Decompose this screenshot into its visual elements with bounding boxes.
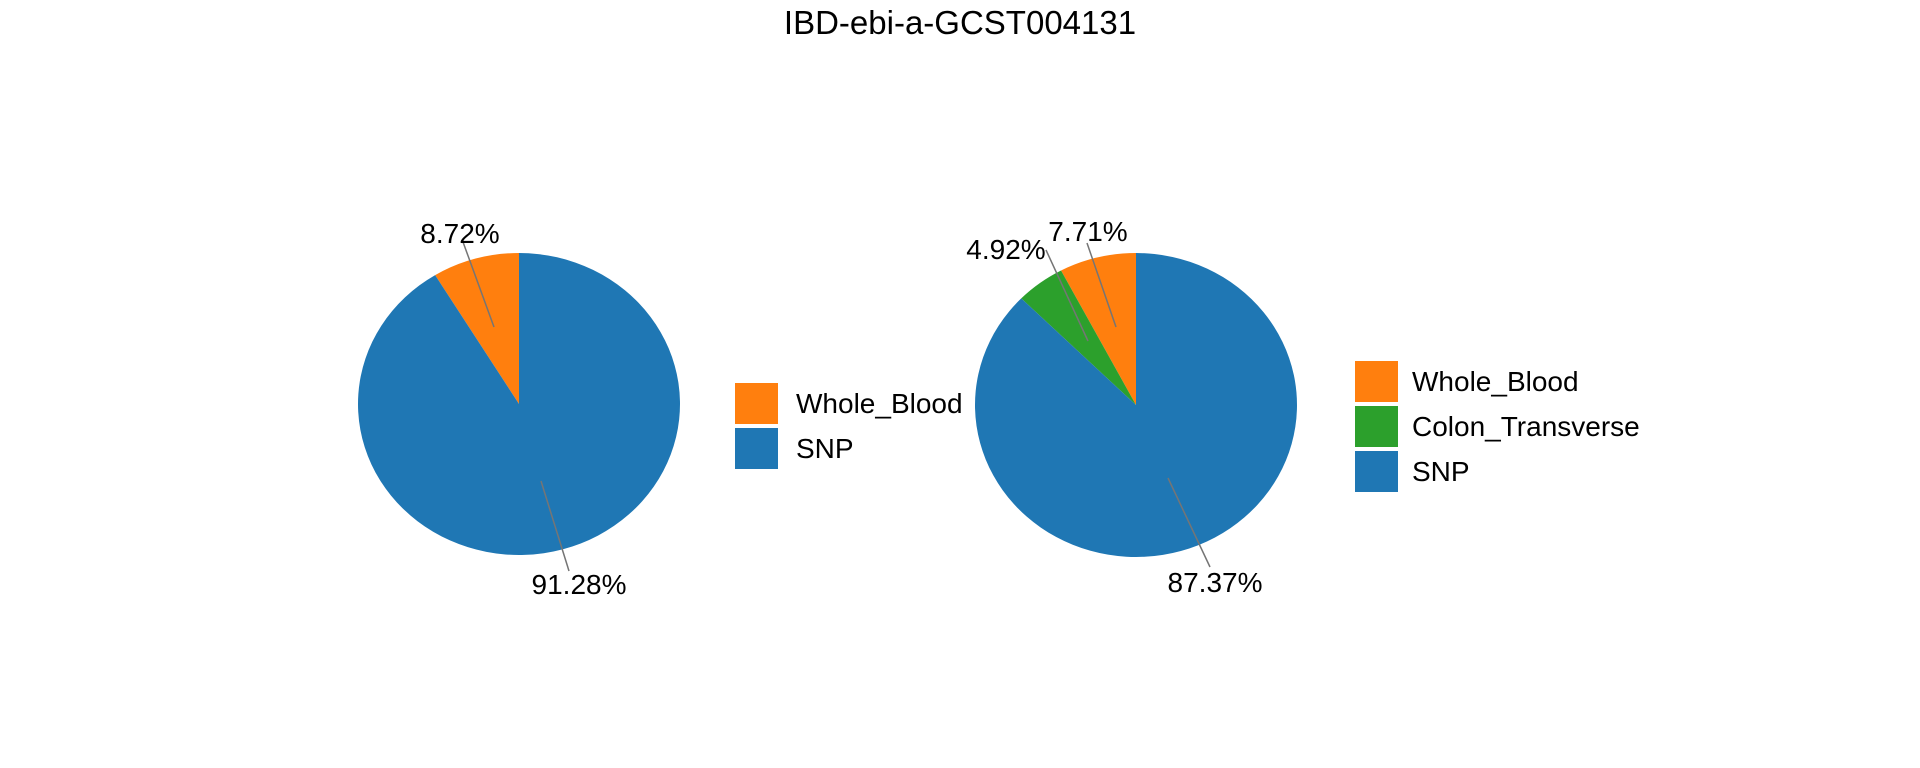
- pie-slice-snp: [974, 253, 1297, 557]
- leader-line: [540, 480, 570, 572]
- leader-line: [462, 241, 495, 328]
- pie-left-legend: Whole_Blood SNP: [735, 383, 963, 473]
- percent-label: 91.28%: [532, 569, 627, 600]
- leader-line: [1086, 242, 1117, 328]
- legend-swatch-snp: [1355, 451, 1398, 492]
- legend-label: SNP: [796, 432, 854, 464]
- legend-swatch-whole-blood: [1355, 361, 1398, 402]
- legend-label: Colon_Transverse: [1412, 410, 1640, 442]
- legend-swatch-whole-blood: [735, 383, 778, 424]
- legend-swatch-snp: [735, 428, 778, 469]
- leader-line: [1045, 249, 1089, 342]
- percent-label: 87.37%: [1168, 567, 1263, 598]
- legend-item-whole-blood: Whole_Blood: [735, 383, 963, 424]
- legend-item-colon-transverse: Colon_Transverse: [1355, 406, 1640, 447]
- legend-label: Whole_Blood: [796, 387, 963, 419]
- pie-slice-whole-blood: [1061, 253, 1136, 405]
- pie-left: 8.72% 91.28%: [357, 218, 680, 600]
- legend-swatch-colon-transverse: [1355, 406, 1398, 447]
- leader-line: [1167, 477, 1211, 568]
- legend-label: SNP: [1412, 455, 1470, 487]
- figure-title: IBD-ebi-a-GCST004131: [783, 4, 1137, 41]
- pie-slice-whole-blood: [435, 253, 519, 404]
- percent-label: 4.92%: [966, 234, 1045, 265]
- percent-label: 8.72%: [420, 218, 499, 249]
- percent-label: 7.71%: [1048, 216, 1127, 247]
- pie-right-legend: Whole_Blood Colon_Transverse SNP: [1355, 361, 1640, 496]
- legend-item-whole-blood: Whole_Blood: [1355, 361, 1640, 402]
- pie-right: 7.71%4.92% 87.37%: [966, 216, 1297, 598]
- pie-slice-snp: [357, 253, 680, 555]
- legend-item-snp: SNP: [1355, 451, 1640, 492]
- legend-label: Whole_Blood: [1412, 365, 1579, 397]
- legend-item-snp: SNP: [735, 428, 963, 469]
- pie-slice-colon-transverse: [1021, 270, 1136, 405]
